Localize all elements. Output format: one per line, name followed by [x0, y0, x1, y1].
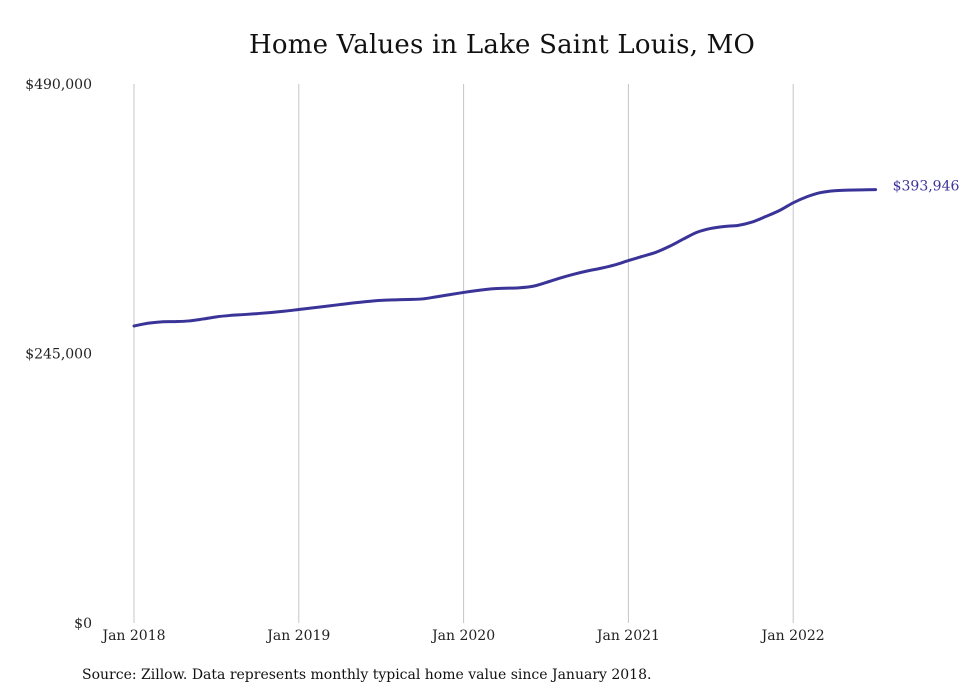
data-point	[229, 314, 231, 316]
source-note: Source: Zillow. Data represents monthly …	[82, 667, 652, 683]
data-point	[298, 308, 300, 310]
data-point	[174, 320, 176, 322]
data-point	[545, 281, 547, 283]
data-point	[394, 299, 396, 301]
chart-title: Home Values in Lake Saint Louis, MO	[249, 30, 755, 60]
data-point	[215, 316, 217, 318]
y-axis-ticks: $0 $245,000 $490,000	[25, 77, 92, 632]
x-tick-label: Jan 2019	[265, 628, 330, 644]
x-axis-ticks: Jan 2018 Jan 2019 Jan 2020 Jan 2021 Jan 2022	[100, 628, 824, 644]
data-point	[270, 311, 272, 313]
data-point	[339, 303, 341, 305]
data-point	[201, 318, 203, 320]
data-point	[435, 296, 437, 298]
series-line	[132, 188, 878, 328]
data-point	[531, 285, 533, 287]
data-point	[490, 288, 492, 290]
y-tick-label: $490,000	[25, 77, 92, 93]
x-tick-label: Jan 2018	[100, 628, 165, 644]
data-point	[517, 287, 519, 289]
data-point	[586, 270, 588, 272]
data-point	[353, 302, 355, 304]
data-point	[559, 277, 561, 279]
x-tick-label: Jan 2021	[595, 628, 660, 644]
end-value-label: $393,946	[893, 179, 960, 195]
data-point	[243, 313, 245, 315]
data-point	[366, 300, 368, 302]
data-point	[847, 189, 849, 191]
data-point	[806, 196, 808, 198]
data-point	[325, 305, 327, 307]
data-point	[407, 298, 409, 300]
x-tick-label: Jan 2022	[760, 628, 825, 644]
data-point	[641, 255, 643, 257]
data-point	[613, 264, 615, 266]
data-labels: $393,946	[893, 179, 960, 195]
data-point	[421, 298, 423, 300]
data-point	[256, 312, 258, 314]
data-point	[133, 325, 135, 327]
data-point	[833, 190, 835, 192]
y-tick-label: $0	[74, 616, 92, 632]
data-point	[572, 273, 574, 275]
data-point	[861, 189, 863, 191]
grid-lines	[133, 84, 794, 623]
data-point	[147, 322, 149, 324]
data-point	[600, 267, 602, 269]
x-tick-label: Jan 2020	[430, 628, 495, 644]
data-point	[160, 321, 162, 323]
data-point	[655, 251, 657, 253]
y-tick-label: $245,000	[25, 347, 92, 363]
data-point	[627, 259, 629, 261]
data-point	[311, 307, 313, 309]
data-point	[284, 310, 286, 312]
data-point	[449, 293, 451, 295]
data-point	[792, 202, 794, 204]
data-point	[462, 291, 464, 293]
data-point	[751, 221, 753, 223]
data-point	[874, 188, 876, 190]
data-point	[765, 215, 767, 217]
series-layer	[132, 188, 878, 328]
data-point	[504, 287, 506, 289]
data-point	[188, 320, 190, 322]
data-point	[380, 299, 382, 301]
data-point	[710, 227, 712, 229]
data-point	[819, 191, 821, 193]
data-point	[682, 238, 684, 240]
data-point	[737, 224, 739, 226]
data-point	[476, 289, 478, 291]
data-point	[668, 245, 670, 247]
data-point	[696, 231, 698, 233]
data-point	[723, 225, 725, 227]
data-point	[778, 209, 780, 211]
